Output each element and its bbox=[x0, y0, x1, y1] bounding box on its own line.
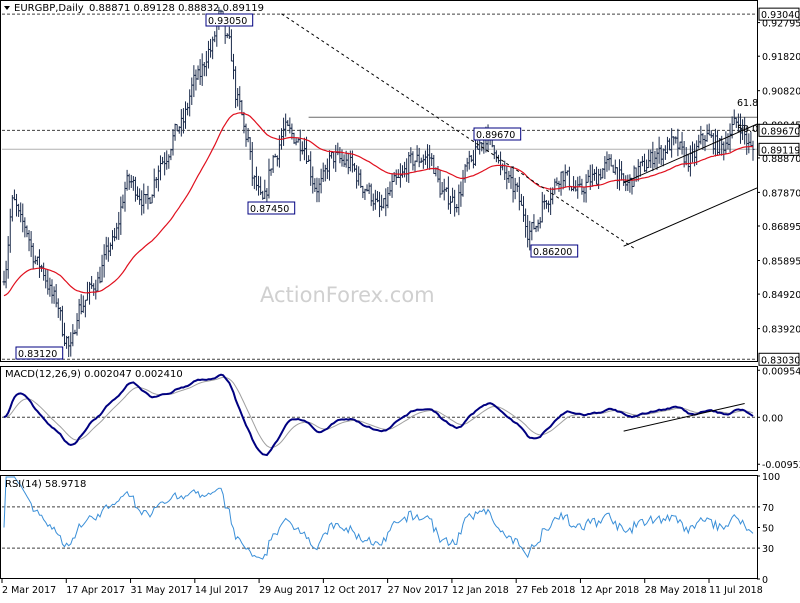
macd-plot bbox=[2, 373, 757, 457]
axis-label-top: 0.93040 bbox=[761, 10, 800, 21]
x-axis-label: 14 Jul 2017 bbox=[195, 585, 249, 596]
x-axis-label: 17 Apr 2017 bbox=[66, 585, 125, 596]
axis-label-current-box bbox=[758, 142, 800, 156]
ema-line bbox=[3, 112, 754, 297]
rsi-axis-label: 0 bbox=[762, 575, 768, 586]
label-low: 0.83120 bbox=[18, 349, 57, 360]
macd-panel-frame bbox=[0, 366, 758, 471]
price-axis-label: 0.91820 bbox=[762, 52, 800, 63]
x-axis-label: 31 May 2017 bbox=[131, 585, 193, 596]
label-fib-618: 61.8 bbox=[737, 98, 758, 109]
x-axis-label: 12 Jan 2018 bbox=[452, 585, 509, 596]
macd-signal-line bbox=[3, 376, 754, 449]
x-axis-label: 28 May 2018 bbox=[645, 585, 707, 596]
rsi-axis-label: 100 bbox=[762, 472, 780, 483]
axis-label-mid-high-box bbox=[758, 123, 800, 137]
price-axis-label: 0.86895 bbox=[762, 222, 800, 233]
rsi-plot bbox=[2, 476, 757, 560]
axis-label-mid-high: 0.89670 bbox=[761, 126, 800, 137]
label-mid-high: 0.89670 bbox=[476, 130, 515, 141]
ema-series-line bbox=[3, 112, 754, 297]
macd-trend-line bbox=[623, 402, 745, 432]
macd-line bbox=[3, 373, 754, 457]
price-axis-label: 0.85895 bbox=[762, 256, 800, 267]
axis-label-bottom: 0.83030 bbox=[761, 355, 800, 366]
channel-lower-line bbox=[623, 187, 758, 247]
x-axis-label: 2 Mar 2017 bbox=[2, 585, 56, 596]
rsi-axis-label: 70 bbox=[762, 503, 774, 514]
label-mid-low-box bbox=[247, 201, 296, 215]
axis-label-bottom-box bbox=[758, 352, 800, 366]
label-fib-50: 50.0 bbox=[737, 124, 758, 135]
trend-lines bbox=[281, 13, 758, 249]
macd-axis-label: 0.00 bbox=[762, 413, 783, 424]
rsi-axis-label: 50 bbox=[762, 524, 774, 535]
dropdown-triangle-icon[interactable] bbox=[4, 6, 10, 10]
rsi-axis: 100 70 50 30 0 bbox=[757, 472, 780, 586]
label-high-box bbox=[205, 13, 254, 27]
label-recent-low: 0.86200 bbox=[533, 247, 572, 258]
price-level-labels: 0.93050 0.83120 0.87450 0.89670 0.86200 61.8 5… bbox=[15, 13, 758, 360]
x-axis-label: 29 Aug 2017 bbox=[259, 585, 320, 596]
axis-label-top-box bbox=[758, 7, 800, 21]
label-high: 0.93050 bbox=[208, 16, 247, 27]
x-axis: 2 Mar 2017 17 Apr 2017 31 May 2017 14 Jul 2… bbox=[1, 579, 763, 596]
macd-axis: 0.00954 0.00 -0.00953 bbox=[757, 366, 800, 471]
chart-header-ohlc: 0.88871 0.89128 0.88832 0.89119 bbox=[89, 3, 264, 14]
rsi-line bbox=[3, 476, 754, 560]
price-axis-label: 0.87870 bbox=[762, 188, 800, 199]
price-axis-label: 0.90820 bbox=[762, 87, 800, 98]
price-axis: 0.927950.918200.908200.898450.888700.878… bbox=[757, 7, 800, 366]
x-axis-label: 12 Oct 2017 bbox=[323, 585, 382, 596]
price-bars bbox=[2, 6, 755, 358]
price-panel-frame bbox=[0, 0, 758, 362]
x-axis-label: 27 Feb 2018 bbox=[516, 585, 575, 596]
label-recent-low-box bbox=[530, 244, 579, 258]
chart-header-symbol: EURGBP,Daily bbox=[14, 3, 84, 14]
label-mid-low: 0.87450 bbox=[250, 204, 289, 215]
x-axis-label: 11 Jul 2018 bbox=[709, 585, 763, 596]
macd-title: MACD(12,26,9) 0.002047 0.002410 bbox=[5, 369, 183, 380]
price-axis-label: 0.92795 bbox=[762, 19, 800, 30]
rsi-title: RSI(14) 58.9718 bbox=[5, 479, 86, 490]
label-low-box bbox=[15, 346, 64, 360]
x-axis-label: 12 Apr 2018 bbox=[580, 585, 639, 596]
channel-upper-line bbox=[623, 123, 758, 184]
price-axis-label: 0.83920 bbox=[762, 325, 800, 336]
macd-axis-label: -0.00953 bbox=[762, 460, 800, 471]
macd-axis-label: 0.00954 bbox=[762, 366, 800, 377]
watermark: ActionForex.com bbox=[260, 283, 435, 307]
price-axis-label: 0.88870 bbox=[762, 154, 800, 165]
price-axis-label: 0.84920 bbox=[762, 290, 800, 301]
axis-label-current: 0.89119 bbox=[761, 145, 800, 156]
rsi-axis-label: 30 bbox=[762, 544, 774, 555]
price-level-lines bbox=[2, 13, 757, 360]
x-axis-label: 27 Nov 2017 bbox=[388, 585, 449, 596]
label-mid-high-box bbox=[473, 127, 522, 141]
dashed-downtrend-line bbox=[281, 13, 635, 249]
